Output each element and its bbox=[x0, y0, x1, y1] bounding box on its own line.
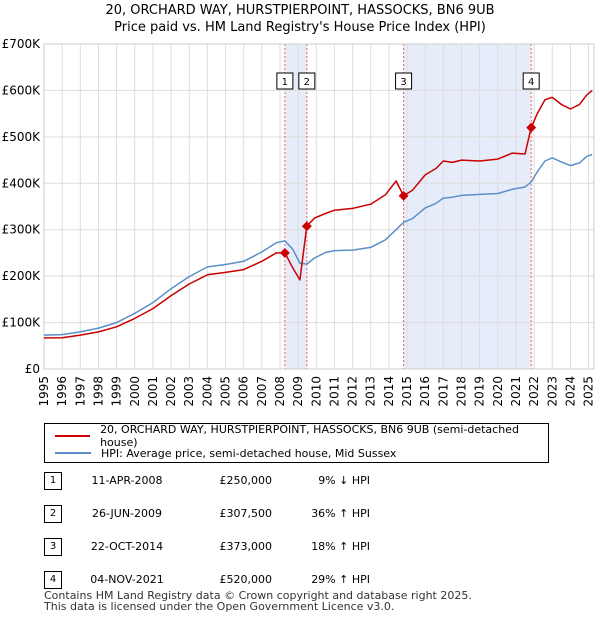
x-tick-label: 2005 bbox=[219, 376, 233, 407]
sale-label-box bbox=[298, 72, 316, 90]
x-tick-label: 2012 bbox=[346, 376, 360, 407]
y-tick-label: £100K bbox=[2, 316, 42, 330]
sale-point bbox=[301, 221, 312, 232]
sale-point bbox=[398, 190, 409, 201]
x-tick-label: 2011 bbox=[327, 376, 341, 407]
legend-swatch-property bbox=[55, 435, 91, 437]
x-tick-label: 2002 bbox=[164, 376, 178, 407]
legend-item-hpi: HPI: Average price, semi-detached house,… bbox=[55, 445, 396, 461]
sale-number-badge: 4 bbox=[44, 571, 62, 589]
sale-number-badge: 1 bbox=[44, 472, 62, 490]
x-tick-label: 2023 bbox=[545, 376, 559, 407]
x-tick-label: 1996 bbox=[55, 376, 69, 407]
x-tick-label: 2017 bbox=[436, 376, 450, 407]
y-tick-label: £200K bbox=[2, 269, 42, 283]
x-tick-label: 2020 bbox=[491, 376, 505, 407]
chart-title-block: 20, ORCHARD WAY, HURSTPIERPOINT, HASSOCK… bbox=[0, 2, 600, 36]
sale-label-box bbox=[276, 72, 294, 90]
plot-frame bbox=[43, 43, 595, 370]
legend-swatch-hpi bbox=[55, 452, 91, 454]
x-tick-label: 1997 bbox=[73, 376, 87, 407]
sale-price: £250,000 bbox=[219, 474, 273, 487]
sale-point bbox=[526, 122, 537, 133]
x-tick-label: 1998 bbox=[91, 376, 105, 407]
y-tick-label: £700K bbox=[2, 37, 42, 51]
sale-label: 1 bbox=[282, 77, 288, 88]
x-tick-label: 2021 bbox=[509, 376, 523, 407]
x-tick-label: 2014 bbox=[382, 376, 396, 407]
x-tick-label: 2022 bbox=[527, 376, 541, 407]
sale-price: £520,000 bbox=[219, 573, 273, 586]
sale-hpi-change: 18% ↑ HPI bbox=[311, 540, 370, 553]
x-tick-label: 2007 bbox=[255, 376, 269, 407]
x-tick-label: 2008 bbox=[273, 376, 287, 407]
sale-label: 3 bbox=[400, 77, 406, 88]
x-tick-label: 2006 bbox=[237, 376, 251, 407]
y-tick-label: £300K bbox=[2, 223, 42, 237]
y-tick-label: £500K bbox=[2, 130, 42, 144]
legend-label-property: 20, ORCHARD WAY, HURSTPIERPOINT, HASSOCK… bbox=[100, 423, 519, 449]
x-tick-label: 2013 bbox=[364, 376, 378, 407]
sale-label-box bbox=[395, 72, 413, 90]
x-tick-label: 1999 bbox=[110, 376, 124, 407]
shaded-span bbox=[403, 44, 532, 369]
footer: Contains HM Land Registry data © Crown c… bbox=[44, 590, 472, 612]
footer-copyright: Contains HM Land Registry data © Crown c… bbox=[44, 589, 472, 602]
sale-row: 4 04-NOV-2021 £520,000 29% ↑ HPI bbox=[44, 571, 444, 591]
sale-price: £373,000 bbox=[219, 540, 273, 553]
x-tick-label: 2009 bbox=[291, 376, 305, 407]
chart-title: 20, ORCHARD WAY, HURSTPIERPOINT, HASSOCK… bbox=[105, 3, 495, 18]
sale-hpi-change: 36% ↑ HPI bbox=[311, 507, 370, 520]
x-tick-label: 2018 bbox=[454, 376, 468, 407]
legend: 20, ORCHARD WAY, HURSTPIERPOINT, HASSOCK… bbox=[44, 423, 549, 463]
x-tick-label: 2019 bbox=[473, 376, 487, 407]
footer-licence: This data is licensed under the Open Gov… bbox=[44, 600, 395, 613]
sale-price: £307,500 bbox=[219, 507, 273, 520]
sale-number-badge: 3 bbox=[44, 538, 62, 556]
sale-point bbox=[279, 247, 290, 258]
x-tick-label: 2000 bbox=[128, 376, 142, 407]
y-tick-label: £400K bbox=[2, 176, 42, 190]
sale-date: 26-JUN-2009 bbox=[91, 507, 163, 520]
legend-item-property: 20, ORCHARD WAY, HURSTPIERPOINT, HASSOCK… bbox=[55, 423, 548, 449]
x-tick-label: 2004 bbox=[200, 376, 214, 407]
x-tick-label: 2010 bbox=[309, 376, 323, 407]
x-tick-label: 2015 bbox=[400, 376, 414, 407]
sale-hpi-change: 29% ↑ HPI bbox=[311, 573, 370, 586]
x-tick-label: 2024 bbox=[563, 376, 577, 407]
y-tick-label: £600K bbox=[2, 83, 42, 97]
sale-number-badge: 2 bbox=[44, 505, 62, 523]
sale-row: 1 11-APR-2008 £250,000 9% ↓ HPI bbox=[44, 472, 444, 492]
sale-date: 22-OCT-2014 bbox=[90, 540, 164, 553]
sale-row: 3 22-OCT-2014 £373,000 18% ↑ HPI bbox=[44, 538, 444, 558]
x-tick-label: 2025 bbox=[582, 376, 596, 407]
sale-row: 2 26-JUN-2009 £307,500 36% ↑ HPI bbox=[44, 505, 444, 525]
y-tick-label: £0 bbox=[25, 362, 40, 376]
chart-subtitle: Price paid vs. HM Land Registry's House … bbox=[114, 20, 486, 35]
sale-label-box bbox=[522, 72, 540, 90]
legend-label-hpi: HPI: Average price, semi-detached house,… bbox=[101, 446, 397, 460]
sale-date: 04-NOV-2021 bbox=[90, 573, 164, 586]
price-chart: 1 2 3 4 £0 £100K £200K £300K £400K £500K £600K £700… bbox=[2, 37, 596, 407]
sale-hpi-change: 9% ↓ HPI bbox=[318, 474, 370, 487]
x-tick-label: 1995 bbox=[37, 376, 51, 407]
x-tick-label: 2016 bbox=[418, 376, 432, 407]
sale-label: 2 bbox=[304, 77, 310, 88]
sale-date: 11-APR-2008 bbox=[91, 474, 163, 487]
x-tick-label: 2001 bbox=[146, 376, 160, 407]
x-tick-label: 2003 bbox=[182, 376, 196, 407]
hpi-line bbox=[43, 153, 593, 336]
sale-label: 4 bbox=[528, 77, 534, 88]
property-price-line bbox=[43, 89, 593, 339]
shaded-span bbox=[284, 44, 307, 369]
